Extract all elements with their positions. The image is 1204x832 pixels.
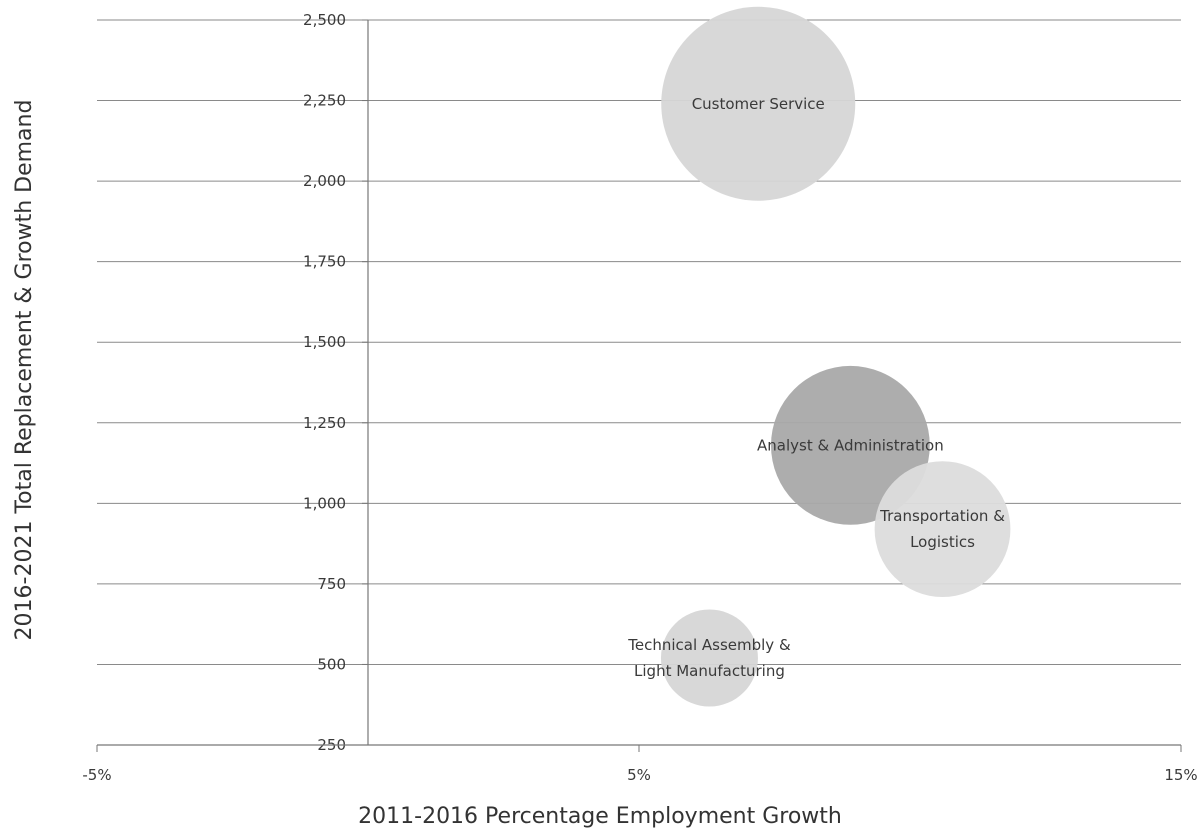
- y-tick-label: 750: [317, 575, 346, 593]
- gridlines: [97, 19, 1181, 665]
- bubble: [874, 461, 1011, 598]
- bubble: [660, 609, 758, 707]
- bubble-label: Transportation & Logistics: [879, 507, 1005, 551]
- axes: 2505007501,0001,2501,5001,7502,0002,2502…: [82, 11, 1197, 784]
- x-tick-label: -5%: [82, 766, 111, 784]
- x-tick-label: 5%: [627, 766, 651, 784]
- y-tick-label: 1,750: [303, 253, 346, 271]
- bubbles: [660, 6, 1011, 707]
- x-axis-title: 2011-2016 Percentage Employment Growth: [358, 804, 842, 829]
- bubble-labels: Customer Service Analyst & Administration…: [627, 95, 1005, 680]
- y-tick-label: 1,500: [303, 333, 346, 351]
- bubble: [770, 365, 930, 525]
- y-tick-label: 2,250: [303, 92, 346, 110]
- bubble-label: Customer Service: [692, 95, 825, 113]
- y-tick-label: 2,000: [303, 172, 346, 190]
- y-tick-label: 2,500: [303, 11, 346, 29]
- bubble-label: Analyst & Administration: [757, 436, 944, 454]
- bubble-label: Technical Assembly & Light Manufacturing: [627, 636, 791, 680]
- x-tick-label: 15%: [1164, 766, 1197, 784]
- bubble: [661, 6, 856, 201]
- y-tick-label: 500: [317, 655, 346, 673]
- y-tick-label: 1,250: [303, 414, 346, 432]
- y-axis-title: 2016-2021 Total Replacement & Growth Dem…: [12, 100, 37, 641]
- y-tick-label: 1,000: [303, 494, 346, 512]
